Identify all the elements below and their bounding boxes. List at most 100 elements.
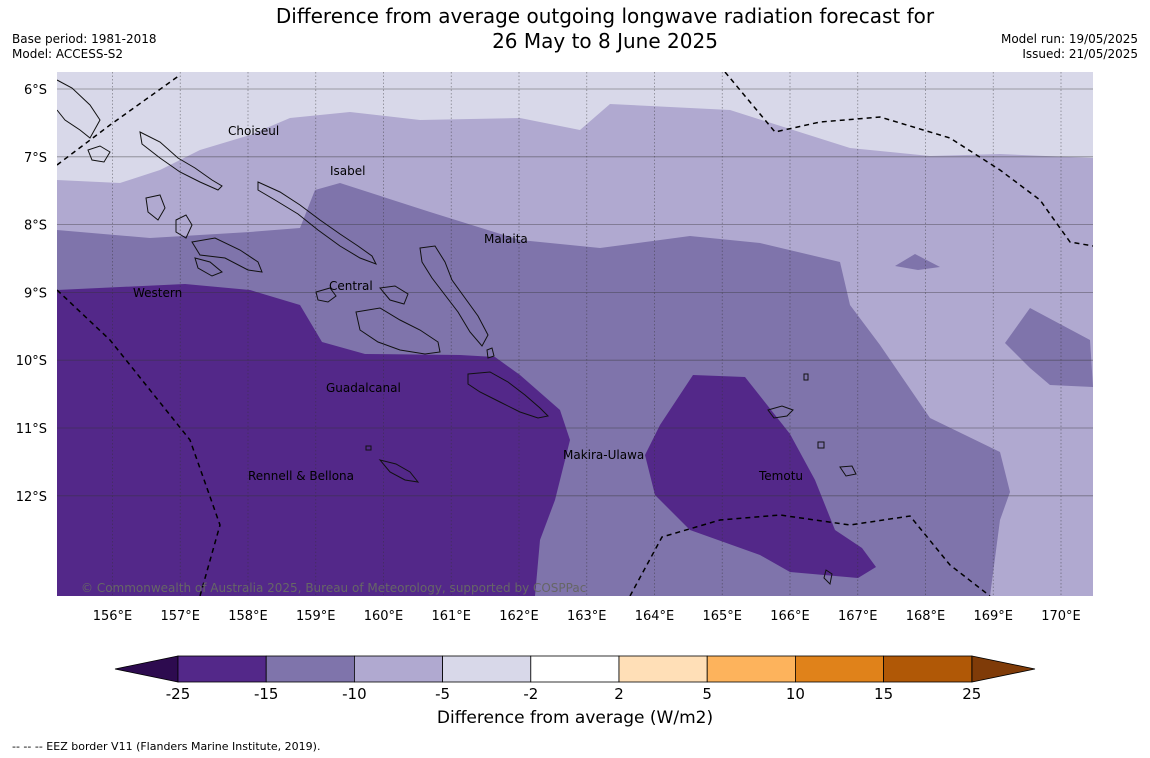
latitude-label: 12°S <box>16 490 47 505</box>
colorbar-tick-label: -10 <box>342 685 367 703</box>
eez-border-south <box>629 514 991 596</box>
coast-vanikoro <box>839 465 857 477</box>
eez-borders <box>57 72 1093 596</box>
longitude-label: 164°E <box>635 609 675 624</box>
model-name: Model: ACCESS-S2 <box>12 47 124 61</box>
longitude-label: 167°E <box>838 609 878 624</box>
colorbar-tick-label: 10 <box>786 685 805 703</box>
colorbar-segment <box>530 655 620 683</box>
coast-utupua <box>817 441 825 449</box>
longitude-label: 166°E <box>770 609 810 624</box>
colorbar-segment <box>442 655 532 683</box>
anomaly-band-25-15-east <box>645 375 876 578</box>
coast-nggela <box>315 287 337 303</box>
latitude-label: 9°S <box>24 286 47 301</box>
title-line-1: Difference from average outgoing longwav… <box>275 4 935 28</box>
model-run: Model run: 19/05/2025 <box>1000 32 1138 46</box>
colorbar-tick-label: -25 <box>166 685 191 703</box>
coastlines <box>57 79 857 586</box>
longitude-label: 160°E <box>364 609 404 624</box>
coast-small-malaita <box>486 347 495 359</box>
colorbar-tick-label: -15 <box>254 685 279 703</box>
colorbar-tick-label: -2 <box>523 685 538 703</box>
colorbar-extend-high <box>971 655 1036 683</box>
eez-border-ne <box>724 72 1093 247</box>
colorbar-segment <box>883 655 973 683</box>
colorbar-segments <box>177 655 973 683</box>
anomaly-band-25-15-west <box>57 284 570 596</box>
coast-makira <box>467 371 550 419</box>
coast-western-islands <box>191 237 263 273</box>
map-area <box>57 72 1093 596</box>
colorbar-segment <box>265 655 355 683</box>
anomaly-band-5-2 <box>57 72 1093 183</box>
colorbar-segment <box>177 655 267 683</box>
longitude-label: 161°E <box>431 609 471 624</box>
coast-bougainville-south <box>87 145 111 163</box>
anomaly-band-15-10-east <box>1005 308 1093 387</box>
coast-malaita <box>419 245 489 347</box>
meta-left: Base period: 1981-2018 Model: ACCESS-S2 <box>12 32 157 62</box>
base-period: Base period: 1981-2018 <box>12 32 157 46</box>
coast-new-georgia-2 <box>175 214 193 239</box>
place-labels: Choiseul Isabel Malaita Western Central … <box>133 124 803 483</box>
coast-russell <box>379 285 409 305</box>
colorbar-tick-labels: -25 -15 -10 -5 -2 2 5 10 15 25 <box>166 685 982 703</box>
place-label-malaita: Malaita <box>484 232 528 246</box>
latitude-label: 7°S <box>24 151 47 166</box>
latitude-label: 10°S <box>16 354 47 369</box>
place-label-isabel: Isabel <box>330 164 365 178</box>
place-label-makira-ulawa: Makira-Ulawa <box>563 448 644 462</box>
longitude-label: 157°E <box>160 609 200 624</box>
colorbar-segment <box>706 655 796 683</box>
place-label-choiseul: Choiseul <box>228 124 279 138</box>
coast-choiseul <box>139 131 223 191</box>
title-line-2: 26 May to 8 June 2025 <box>492 29 718 53</box>
coast-western-islands-2 <box>194 257 223 277</box>
colorbar-tick-label: 25 <box>962 685 981 703</box>
colorbar-tick-label: -5 <box>435 685 450 703</box>
copyright-notice: © Commonwealth of Australia 2025, Bureau… <box>81 581 586 595</box>
coast-bellona <box>365 445 372 451</box>
longitude-label: 170°E <box>1041 609 1081 624</box>
colorbar-segment <box>353 655 443 683</box>
longitude-label: 168°E <box>906 609 946 624</box>
chart-title: Difference from average outgoing longwav… <box>240 4 970 54</box>
coast-new-georgia <box>145 194 166 221</box>
coast-santa-cruz <box>767 405 794 419</box>
longitude-label: 165°E <box>702 609 742 624</box>
longitude-labels: 156°E 157°E 158°E 159°E 160°E 161°E 162°E 163°E… <box>93 609 1081 624</box>
colorbar-segment <box>795 655 885 683</box>
colorbar-tick-label: 2 <box>614 685 624 703</box>
colorbar-tick-label: 15 <box>874 685 893 703</box>
latitude-labels: 6°S 7°S 8°S 9°S 10°S 11°S 12°S <box>16 83 47 505</box>
place-label-guadalcanal: Guadalcanal <box>326 381 401 395</box>
longitude-label: 158°E <box>228 609 268 624</box>
longitude-label: 159°E <box>296 609 336 624</box>
meta-right: Model run: 19/05/2025 Issued: 21/05/2025 <box>1001 32 1138 62</box>
coast-rennell <box>378 459 420 483</box>
eez-footnote: -- -- -- EEZ border V11 (Flanders Marine… <box>12 740 321 753</box>
coast-bougainville <box>57 79 101 139</box>
colorbar-tick-label: 5 <box>702 685 712 703</box>
coast-tikopia <box>823 569 833 586</box>
longitude-label: 162°E <box>499 609 539 624</box>
coast-reef-islands <box>803 373 809 381</box>
place-label-rennell-bellona: Rennell & Bellona <box>248 469 354 483</box>
anomaly-band-15-10-small <box>895 254 940 270</box>
coast-isabel <box>257 181 378 265</box>
colorbar-title: Difference from average (W/m2) <box>436 708 714 728</box>
colorbar: -25 -15 -10 -5 -2 2 5 10 15 25 <box>114 655 1036 703</box>
place-label-western: Western <box>133 286 182 300</box>
graticule <box>57 72 1093 596</box>
place-label-central: Central <box>329 279 373 293</box>
longitude-label: 156°E <box>93 609 133 624</box>
coast-guadalcanal <box>355 307 441 355</box>
colorbar-segment <box>618 655 708 683</box>
colorbar-extend-low <box>114 655 179 683</box>
issued-date: Issued: 21/05/2025 <box>1022 47 1138 61</box>
latitude-label: 11°S <box>16 422 47 437</box>
eez-border-north <box>57 74 181 166</box>
latitude-label: 8°S <box>24 219 47 234</box>
